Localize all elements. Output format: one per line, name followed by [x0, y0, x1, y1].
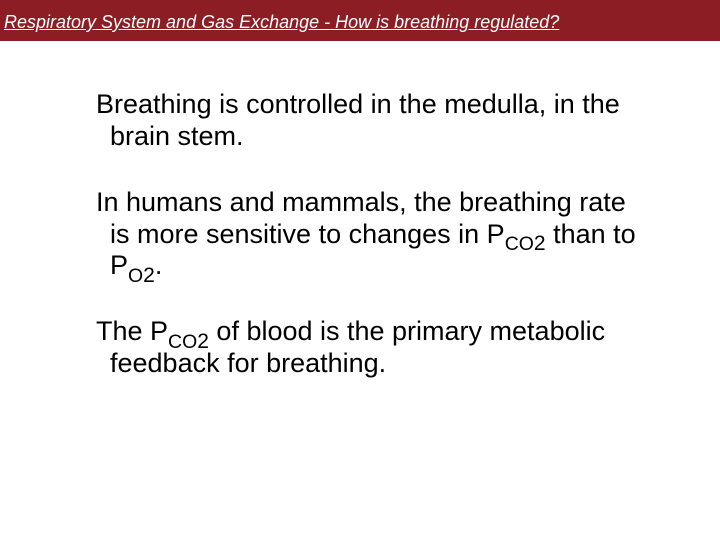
p3-sub-2: 2: [197, 330, 209, 353]
p3-text-pre: The P: [96, 316, 168, 346]
slide-content: Breathing is controlled in the medulla, …: [0, 41, 720, 380]
p3-sub-co: CO: [168, 331, 197, 353]
slide-header: Respiratory System and Gas Exchange - Ho…: [0, 0, 720, 41]
p2-sub-o: O: [128, 265, 143, 287]
p2-sub-co: CO: [505, 233, 534, 255]
slide-header-title: Respiratory System and Gas Exchange - Ho…: [4, 12, 559, 32]
p2-text-end: .: [155, 250, 163, 280]
p2-sub-2a: 2: [534, 232, 546, 255]
p2-sub-2b: 2: [143, 264, 155, 287]
paragraph-1: Breathing is controlled in the medulla, …: [96, 89, 650, 153]
paragraph-2: In humans and mammals, the breathing rat…: [96, 187, 650, 283]
paragraph-3: The PCO2 of blood is the primary metabol…: [96, 316, 650, 380]
